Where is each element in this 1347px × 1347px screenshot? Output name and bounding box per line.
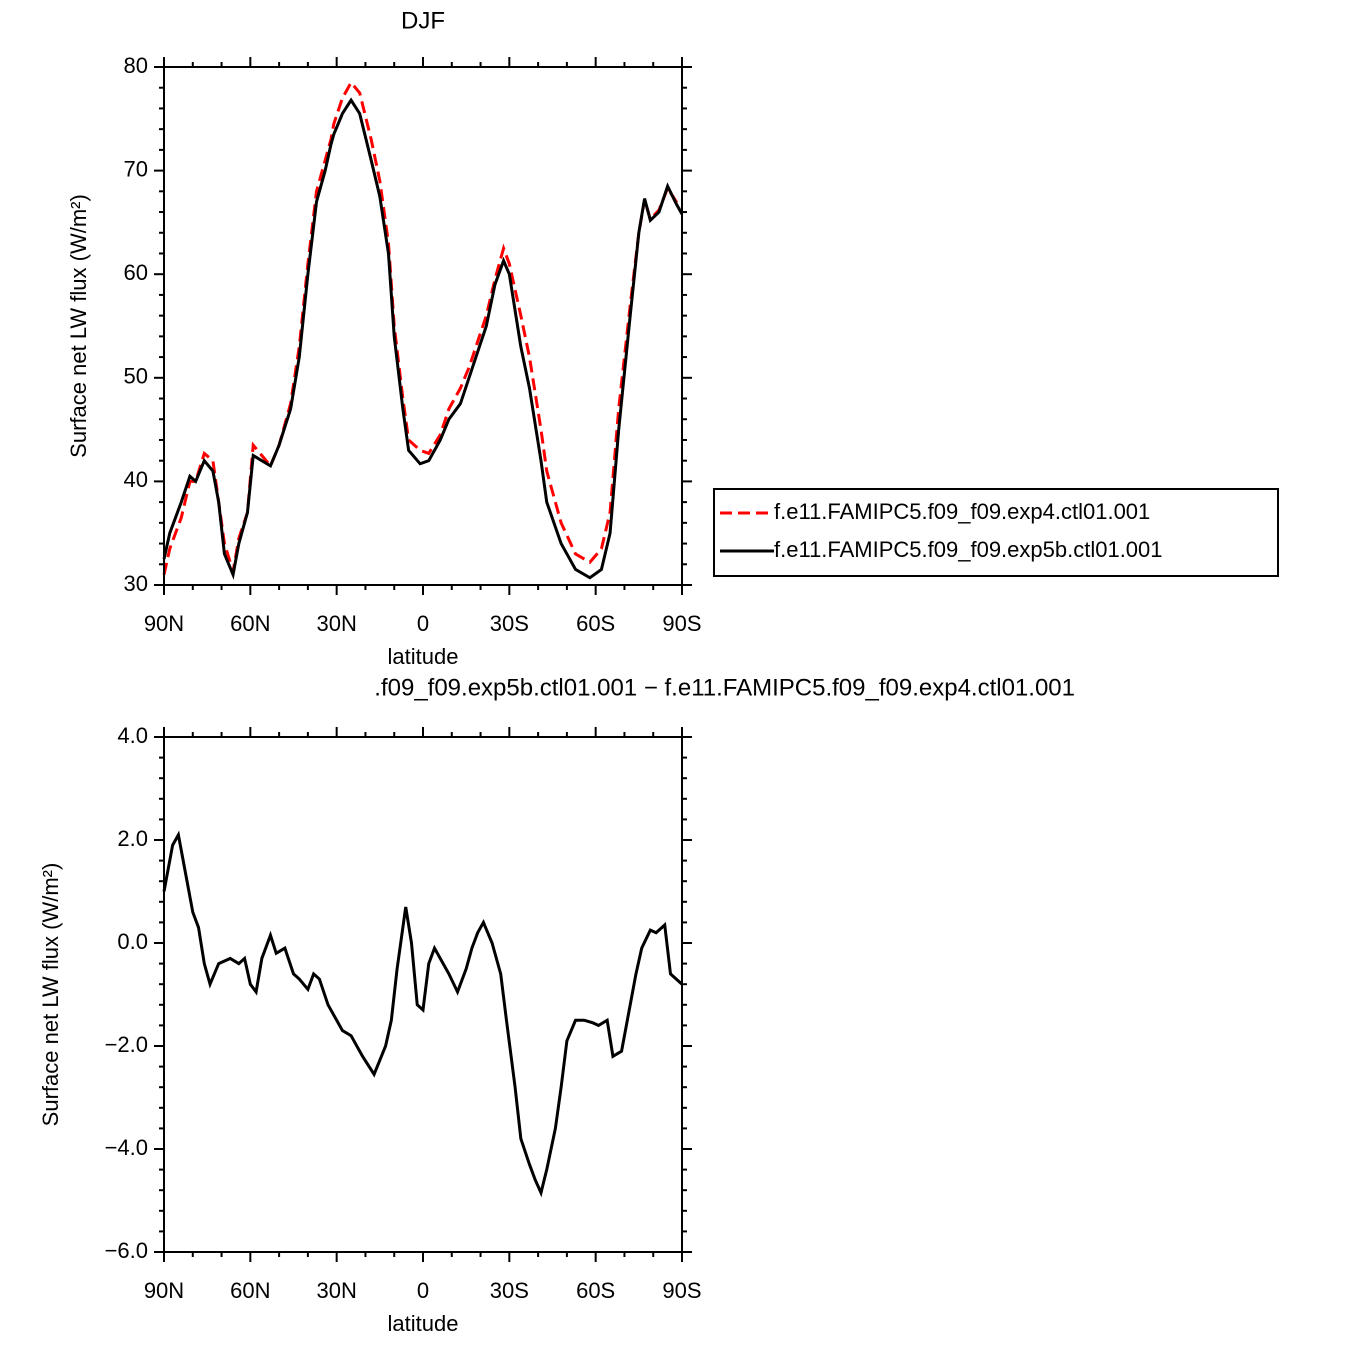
- y-tick-label: 50: [124, 364, 148, 389]
- x-tick-label: 60S: [576, 1278, 615, 1303]
- legend-label: f.e11.FAMIPC5.f09_f09.exp4.ctl01.001: [774, 499, 1150, 524]
- y-axis-label: Surface net LW flux (W/m²): [38, 863, 63, 1127]
- y-axis-label: Surface net LW flux (W/m²): [66, 194, 91, 458]
- y-tick-label: 60: [124, 260, 148, 285]
- x-tick-label: 90N: [144, 611, 184, 636]
- x-axis-label: latitude: [388, 1311, 459, 1336]
- y-tick-label: 70: [124, 156, 148, 181]
- plot-frame: [163, 736, 683, 1253]
- data-line: [162, 97, 684, 580]
- y-tick-label: 40: [124, 467, 148, 492]
- legend-box: [713, 488, 1279, 577]
- y-tick-label: 2.0: [117, 826, 148, 851]
- y-tick-label: 80: [124, 53, 148, 78]
- x-tick-label: 90S: [662, 611, 701, 636]
- x-tick-label: 0: [417, 611, 429, 636]
- y-tick-label: 4.0: [117, 723, 148, 748]
- x-tick-label: 60N: [230, 1278, 270, 1303]
- y-tick-label: −4.0: [105, 1135, 148, 1160]
- data-line: [162, 830, 684, 1198]
- x-tick-label: 90N: [144, 1278, 184, 1303]
- chart-title: .f09_f09.exp5b.ctl01.001 − f.e11.FAMIPC5…: [374, 674, 1075, 701]
- x-tick-label: 30S: [490, 611, 529, 636]
- x-tick-label: 60S: [576, 611, 615, 636]
- y-tick-label: −2.0: [105, 1032, 148, 1057]
- chart-title: DJF: [401, 7, 445, 34]
- y-tick-label: 30: [124, 571, 148, 596]
- data-line: [162, 79, 684, 575]
- x-tick-label: 90S: [662, 1278, 701, 1303]
- legend-label: f.e11.FAMIPC5.f09_f09.exp5b.ctl01.001: [774, 537, 1163, 562]
- x-axis-label: latitude: [388, 644, 459, 669]
- x-tick-label: 30N: [316, 611, 356, 636]
- plot-frame: [163, 66, 683, 586]
- y-tick-label: 0.0: [117, 929, 148, 954]
- y-tick-label: −6.0: [105, 1238, 148, 1263]
- x-tick-label: 60N: [230, 611, 270, 636]
- x-tick-label: 30N: [316, 1278, 356, 1303]
- x-tick-label: 30S: [490, 1278, 529, 1303]
- x-tick-label: 0: [417, 1278, 429, 1303]
